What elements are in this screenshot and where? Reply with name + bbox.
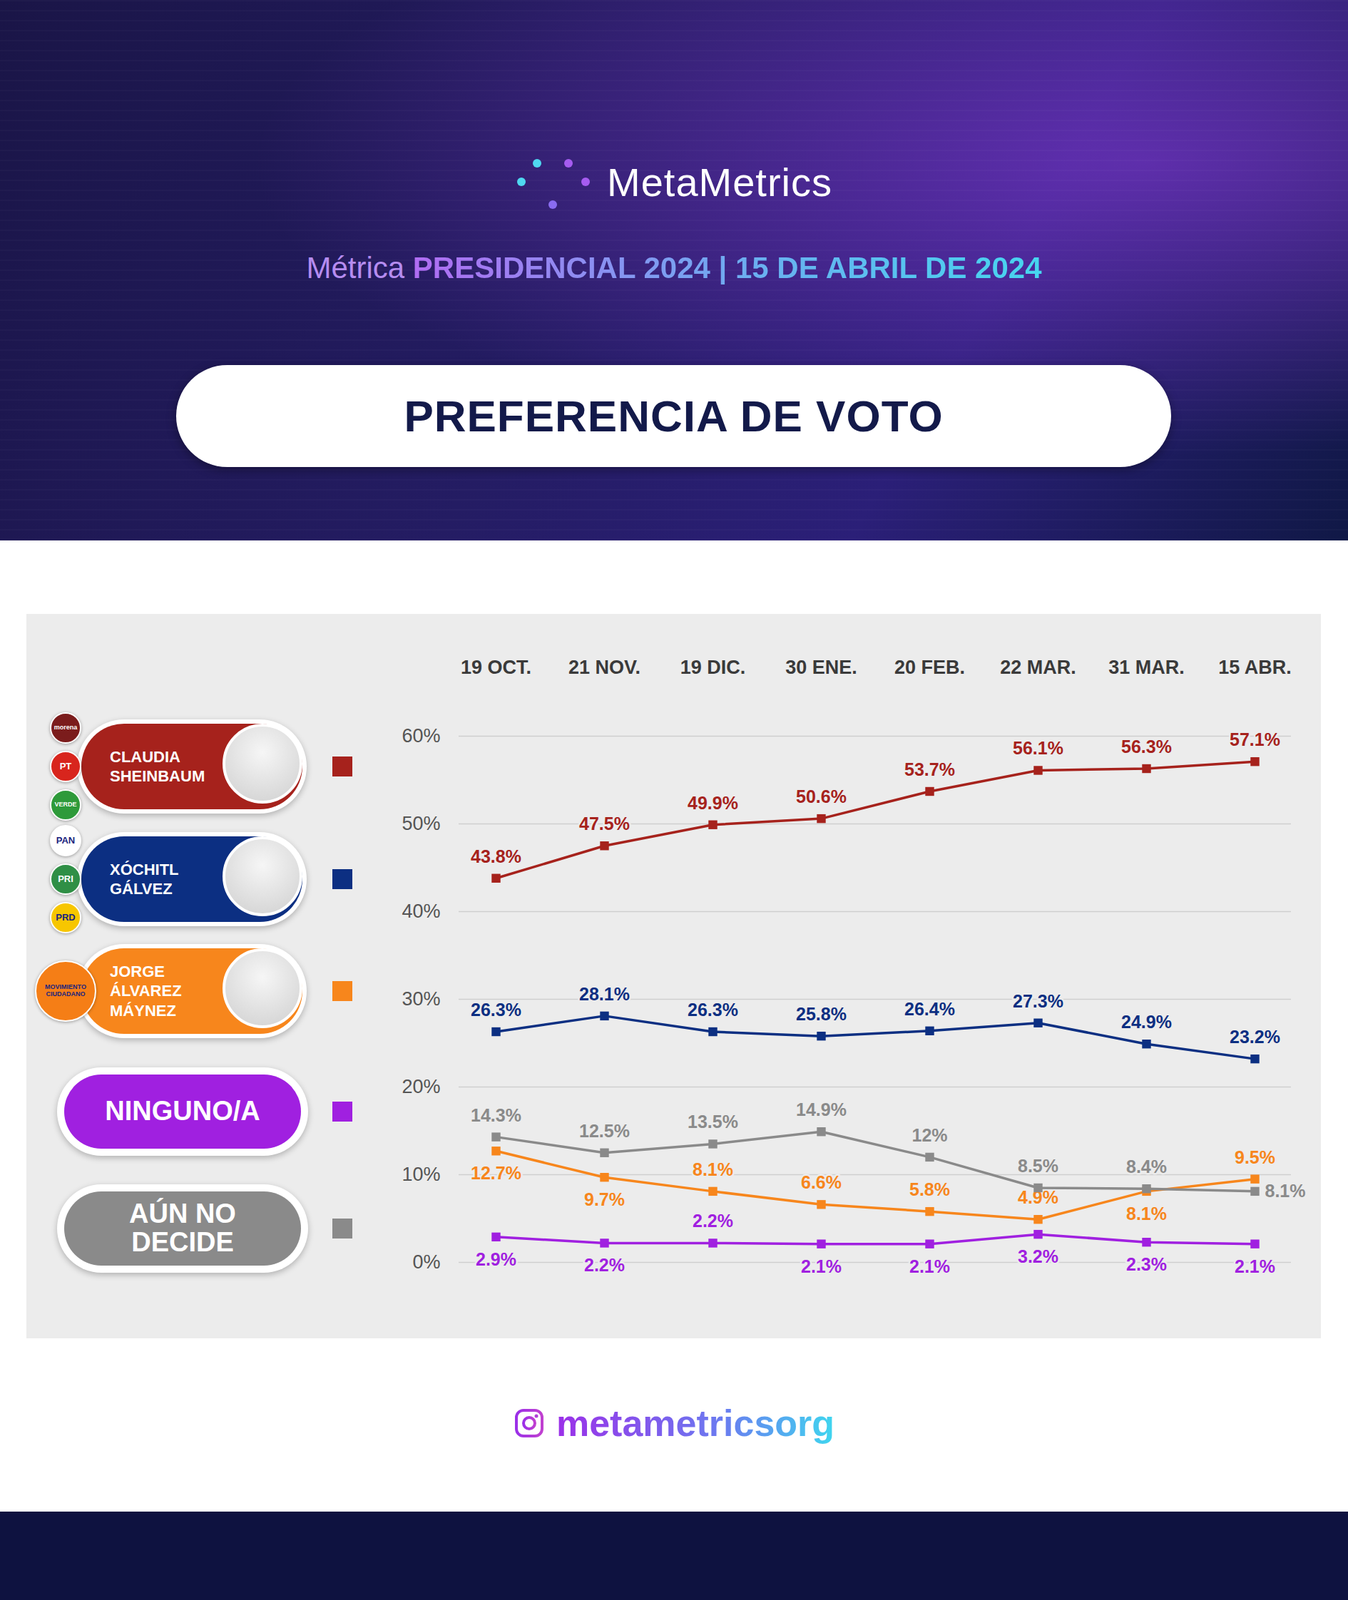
svg-text:21 NOV.: 21 NOV. [568, 656, 641, 679]
html-text:MOVIMIENTO CIUDADANO: MOVIMIENTO CIUDADANO [45, 983, 87, 998]
svg-text:57.1%: 57.1% [1229, 729, 1281, 750]
svg-text:2.2%: 2.2% [692, 1211, 734, 1232]
svg-text:23.2%: 23.2% [1229, 1027, 1281, 1048]
svg-text:25.8%: 25.8% [795, 1004, 847, 1025]
svg-text:43.8%: 43.8% [470, 846, 522, 867]
svg-text:50%: 50% [401, 813, 441, 835]
svg-text:20 FEB.: 20 FEB. [894, 656, 965, 679]
html-text:morena: morena [53, 723, 78, 732]
svg-text:28.1%: 28.1% [579, 984, 630, 1005]
svg-text:9.5%: 9.5% [1234, 1147, 1276, 1168]
svg-text:19 DIC.: 19 DIC. [680, 656, 747, 679]
svg-text:14.9%: 14.9% [795, 1099, 847, 1120]
svg-text:9.7%: 9.7% [584, 1189, 625, 1210]
svg-text:31 MAR.: 31 MAR. [1108, 656, 1185, 679]
svg-text:8.5%: 8.5% [1017, 1156, 1059, 1177]
svg-text:2.2%: 2.2% [584, 1255, 625, 1276]
svg-text:53.7%: 53.7% [904, 759, 956, 780]
svg-text:27.3%: 27.3% [1012, 991, 1064, 1012]
svg-text:30%: 30% [401, 988, 441, 1010]
svg-text:0%: 0% [412, 1251, 441, 1274]
svg-text:50.6%: 50.6% [795, 786, 847, 807]
html-text:MetaMetrics: MetaMetrics [606, 159, 833, 205]
svg-text:8.4%: 8.4% [1126, 1156, 1167, 1177]
html-text:CLAUDIA SHEINBAUM: CLAUDIA SHEINBAUM [109, 747, 205, 786]
svg-text:3.2%: 3.2% [1017, 1246, 1059, 1267]
svg-text:22 MAR.: 22 MAR. [999, 656, 1077, 679]
svg-text:10%: 10% [401, 1163, 441, 1186]
svg-text:12.7%: 12.7% [470, 1163, 522, 1184]
svg-text:24.9%: 24.9% [1121, 1012, 1172, 1033]
svg-text:14.3%: 14.3% [470, 1105, 522, 1126]
html-text:PAN: PAN [56, 835, 76, 846]
html-text:metametricsorg: metametricsorg [556, 1402, 835, 1445]
svg-text:12%: 12% [911, 1125, 948, 1146]
html-text:JORGE ÁLVAREZ MÁYNEZ: JORGE ÁLVAREZ MÁYNEZ [109, 962, 182, 1020]
svg-text:19 OCT.: 19 OCT. [460, 656, 532, 679]
svg-text:2.1%: 2.1% [909, 1256, 951, 1277]
svg-text:30 ENE.: 30 ENE. [785, 656, 858, 679]
svg-text:5.8%: 5.8% [909, 1179, 951, 1200]
svg-text:15 ABR.: 15 ABR. [1218, 656, 1292, 679]
html-text:PT: PT [59, 760, 72, 772]
svg-text:6.6%: 6.6% [800, 1172, 842, 1193]
svg-text:2.9%: 2.9% [475, 1249, 517, 1270]
html-text:PREFERENCIA DE VOTO: PREFERENCIA DE VOTO [403, 391, 944, 441]
svg-text:26.3%: 26.3% [687, 999, 739, 1020]
svg-text:12.5%: 12.5% [579, 1121, 630, 1142]
html-text:Métrica PRESIDENCIAL 2024 | 15: Métrica PRESIDENCIAL 2024 | 15 DE ABRIL … [306, 251, 1042, 285]
svg-text:56.1%: 56.1% [1012, 738, 1064, 759]
svg-text:8.1%: 8.1% [1265, 1181, 1306, 1202]
html-text:VERDE: VERDE [54, 800, 77, 809]
svg-text:8.1%: 8.1% [1126, 1203, 1167, 1224]
svg-text:56.3%: 56.3% [1121, 736, 1172, 757]
svg-text:47.5%: 47.5% [579, 813, 630, 834]
svg-text:60%: 60% [401, 725, 441, 747]
svg-text:20%: 20% [401, 1076, 441, 1098]
html-text:AÚN NO DECIDE: AÚN NO DECIDE [129, 1199, 237, 1258]
svg-text:2.1%: 2.1% [1234, 1256, 1276, 1277]
svg-text:40%: 40% [401, 900, 441, 923]
svg-text:26.3%: 26.3% [470, 999, 522, 1020]
html-text:PRI: PRI [57, 873, 74, 885]
html-text:PRD: PRD [55, 912, 76, 923]
svg-text:2.1%: 2.1% [800, 1256, 842, 1277]
html-text:NINGUNO/A: NINGUNO/A [105, 1096, 261, 1127]
svg-text:4.9%: 4.9% [1017, 1187, 1059, 1208]
svg-text:49.9%: 49.9% [687, 793, 739, 814]
svg-text:8.1%: 8.1% [692, 1159, 734, 1180]
html-text:XÓCHITL GÁLVEZ: XÓCHITL GÁLVEZ [109, 860, 179, 898]
svg-text:2.3%: 2.3% [1126, 1254, 1167, 1275]
svg-text:13.5%: 13.5% [687, 1111, 739, 1132]
svg-text:26.4%: 26.4% [904, 999, 956, 1020]
